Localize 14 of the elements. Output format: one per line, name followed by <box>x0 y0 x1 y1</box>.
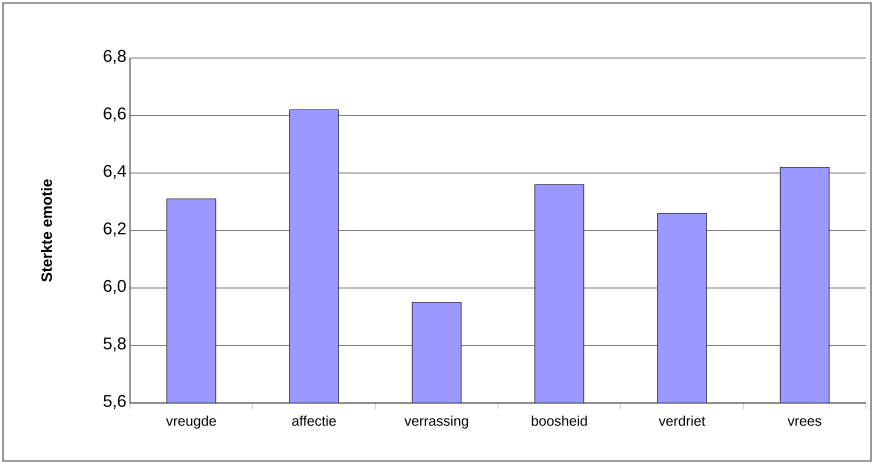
y-axis-title: Sterkte emotie <box>40 179 52 282</box>
x-tick-label: vreugde <box>166 416 216 429</box>
y-tick-label: 6,2 <box>104 222 126 236</box>
y-tick-label: 6,0 <box>104 280 126 294</box>
y-tick-label: 5,8 <box>104 337 126 352</box>
y-tick-label: 6,6 <box>104 107 126 122</box>
x-tick-label: verrassing <box>404 416 468 429</box>
x-tick-label: affectie <box>292 416 336 426</box>
x-tick-label: vrees <box>788 418 822 426</box>
y-tick-label: 6,4 <box>104 164 126 179</box>
y-tick-label: 6,8 <box>104 50 126 64</box>
x-tick-label: verdriet <box>658 416 706 426</box>
y-tick-label: 5,6 <box>104 394 126 409</box>
x-tick-label: boosheid <box>532 416 587 426</box>
